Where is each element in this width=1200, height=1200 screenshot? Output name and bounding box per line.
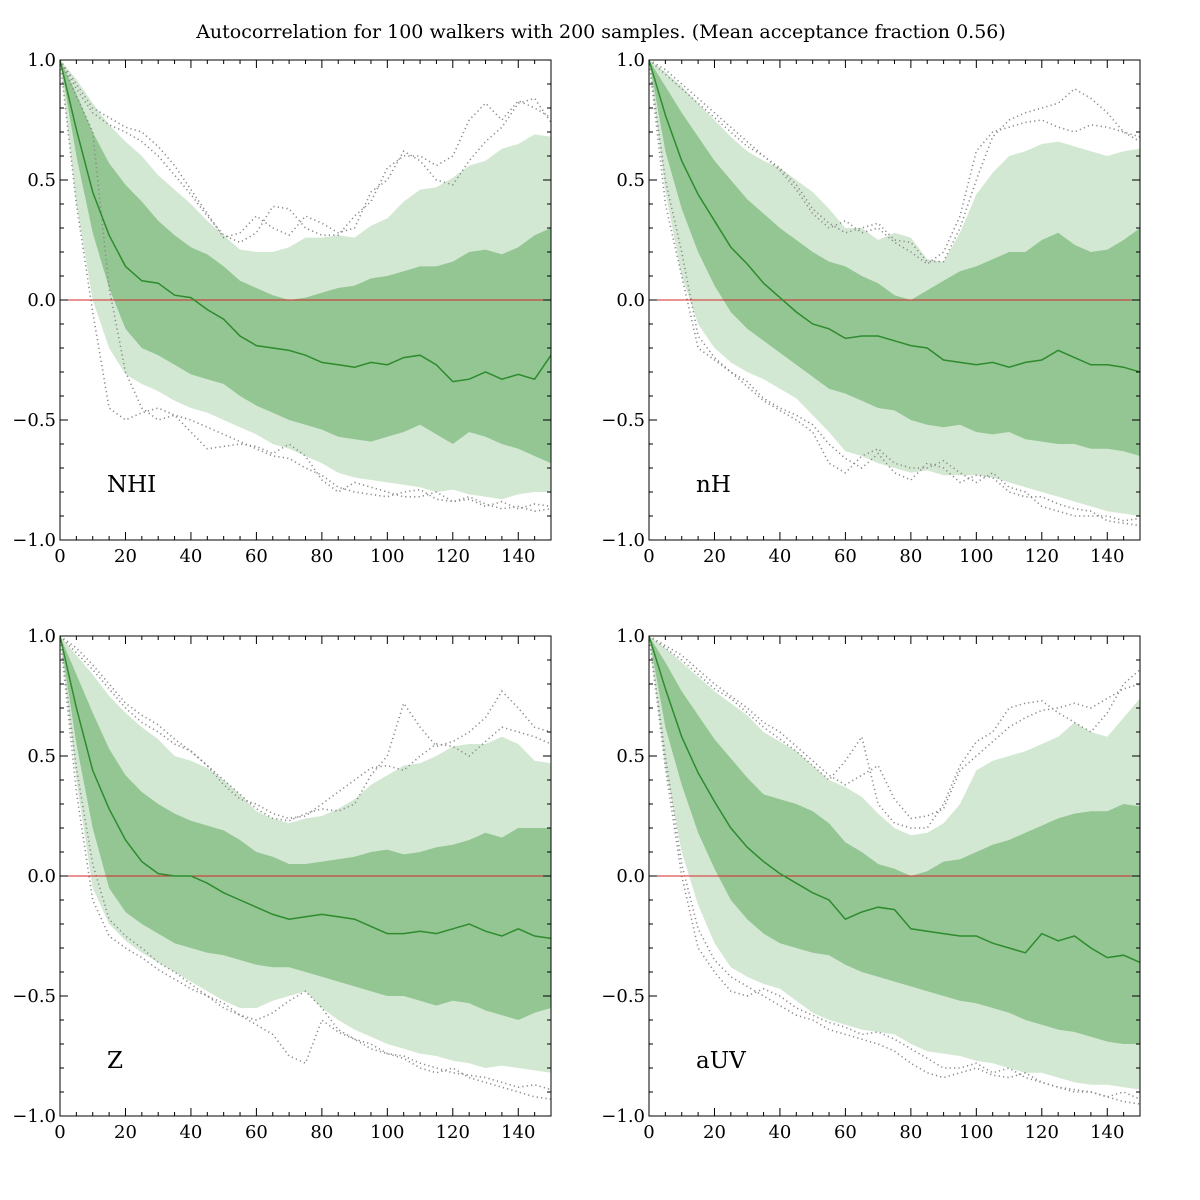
x-tick-label: 120 — [436, 1122, 470, 1143]
panel-label-nh: nH — [696, 472, 731, 498]
y-tick-label: 0.5 — [616, 170, 645, 191]
panel-nhi: 0 20 40 60 80 100 120 140 −1.0 −0.5 0.0 0.5 1.0 NHI — [12, 50, 552, 567]
panel-z: 0 20 40 60 80 100 120 140 −1.0 −0.5 0.0 0.5 1.0 Z — [12, 626, 552, 1143]
x-tick-label: 100 — [370, 546, 404, 567]
median-line-auv — [649, 636, 1140, 964]
y-tick-label: −1.0 — [601, 1106, 645, 1127]
figure-title: Autocorrelation for 100 walkers with 200… — [195, 21, 1006, 43]
y-tick-label: 1.0 — [27, 50, 56, 71]
y-tick-label: 0.0 — [616, 866, 645, 887]
x-tick-label: 120 — [436, 546, 470, 567]
panel-label-nhi: NHI — [107, 472, 156, 498]
x-tick-label: 40 — [768, 1122, 791, 1143]
y-tick-label: 0.0 — [616, 290, 645, 311]
walker-line-z-2 — [60, 636, 551, 822]
walker-line-auv-3 — [649, 636, 1140, 1105]
x-tick-label: 120 — [1025, 1122, 1059, 1143]
x-tick-label: 0 — [643, 546, 654, 567]
x-tick-label: 0 — [643, 1122, 654, 1143]
plot-area-z — [60, 636, 551, 1100]
plot-area-nh — [649, 60, 1140, 527]
x-tick-label: 80 — [310, 546, 333, 567]
inner-band-nh — [649, 60, 1140, 456]
x-tick-label: 140 — [1090, 546, 1124, 567]
y-tick-label: 1.0 — [616, 626, 645, 647]
x-tick-label: 20 — [703, 546, 726, 567]
x-tick-label: 20 — [703, 1122, 726, 1143]
walker-line-auv-1 — [649, 636, 1140, 1100]
x-tick-label: 80 — [899, 546, 922, 567]
x-tick-label: 0 — [54, 546, 65, 567]
y-tick-label: −1.0 — [12, 530, 56, 551]
x-tick-label: 40 — [179, 1122, 202, 1143]
inner-band-z — [60, 636, 551, 1020]
walker-line-auv-4 — [649, 636, 1140, 820]
x-tick-label: 120 — [1025, 546, 1059, 567]
y-tick-label: 0.5 — [27, 746, 56, 767]
x-tick-label: 0 — [54, 1122, 65, 1143]
x-tick-label: 140 — [501, 546, 535, 567]
inner-band-auv — [649, 636, 1140, 1044]
y-tick-label: −0.5 — [601, 986, 645, 1007]
y-tick-label: −1.0 — [12, 1106, 56, 1127]
walker-line-nhi-2 — [60, 60, 551, 244]
x-tick-label: 100 — [959, 546, 993, 567]
walker-line-nh-1 — [649, 60, 1140, 522]
y-tick-label: −1.0 — [601, 530, 645, 551]
y-tick-label: −0.5 — [601, 410, 645, 431]
x-tick-label: 60 — [834, 1122, 857, 1143]
walker-line-nh-4 — [649, 60, 1140, 265]
median-line-nh — [649, 60, 1140, 373]
y-tick-label: 1.0 — [27, 626, 56, 647]
x-tick-label: 60 — [834, 546, 857, 567]
inner-band-nhi — [60, 60, 551, 464]
panel-label-auv: aUV — [696, 1048, 746, 1074]
median-line-z — [60, 636, 551, 940]
y-tick-label: 1.0 — [616, 50, 645, 71]
x-tick-label: 40 — [179, 546, 202, 567]
x-tick-label: 80 — [899, 1122, 922, 1143]
walker-line-z-3 — [60, 636, 551, 1100]
panel-auv: 0 20 40 60 80 100 120 140 −1.0 −0.5 0.0 0.5 1.0 aUV — [601, 626, 1141, 1143]
y-tick-label: −0.5 — [12, 410, 56, 431]
x-tick-label: 80 — [310, 1122, 333, 1143]
x-tick-label: 20 — [114, 1122, 137, 1143]
y-tick-label: 0.0 — [27, 290, 56, 311]
y-tick-label: 0.5 — [27, 170, 56, 191]
median-line-nhi — [60, 60, 551, 383]
walker-line-z-1 — [60, 636, 551, 1091]
plot-area-auv — [649, 636, 1140, 1105]
y-tick-label: −0.5 — [12, 986, 56, 1007]
x-tick-label: 140 — [1090, 1122, 1124, 1143]
x-tick-label: 100 — [370, 1122, 404, 1143]
plot-area-nhi — [60, 60, 551, 513]
x-tick-label: 60 — [245, 546, 268, 567]
x-tick-label: 100 — [959, 1122, 993, 1143]
panel-nh: 0 20 40 60 80 100 120 140 −1.0 −0.5 0.0 0.5 1.0 nH — [601, 50, 1141, 567]
x-tick-label: 60 — [245, 1122, 268, 1143]
panel-grid: 0 20 40 60 80 100 120 140 −1.0 −0.5 0.0 0.5 1.0 NHI 0 2… — [12, 50, 1141, 1143]
panel-label-z: Z — [107, 1048, 123, 1074]
walker-line-z-4 — [60, 636, 551, 820]
y-tick-label: 0.0 — [27, 866, 56, 887]
x-tick-label: 20 — [114, 546, 137, 567]
walker-line-nhi-3 — [60, 60, 551, 510]
x-tick-label: 140 — [501, 1122, 535, 1143]
x-tick-label: 40 — [768, 546, 791, 567]
y-tick-label: 0.5 — [616, 746, 645, 767]
